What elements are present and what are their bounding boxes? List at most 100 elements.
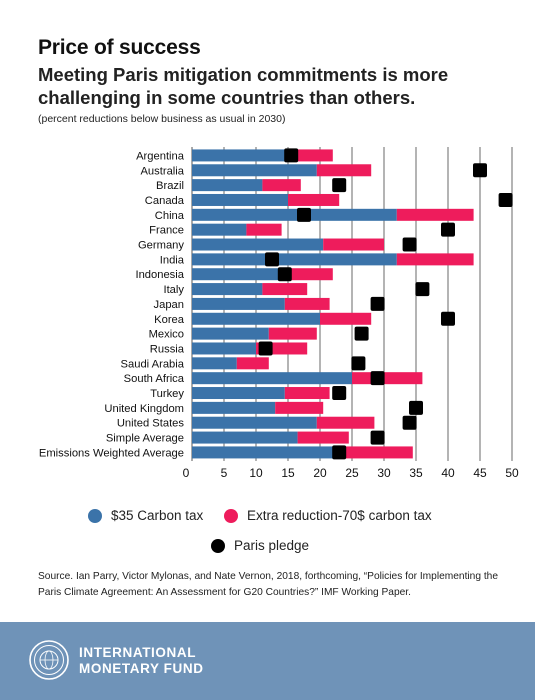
pledge-marker bbox=[265, 252, 279, 267]
bar-carbon35 bbox=[192, 416, 317, 429]
bar-carbon35 bbox=[192, 327, 269, 340]
bar-carbon35 bbox=[192, 149, 285, 162]
x-tick-label: 25 bbox=[345, 466, 359, 480]
legend-item-carbon35: $35 Carbon tax bbox=[88, 508, 203, 523]
category-label: United States bbox=[117, 418, 185, 430]
chart-subtitle: Meeting Paris mitigation commitments is … bbox=[38, 64, 449, 108]
pledge-marker bbox=[415, 282, 430, 297]
category-label: Saudi Arabia bbox=[121, 358, 185, 370]
category-label: Korea bbox=[154, 314, 185, 326]
bar-extra70 bbox=[320, 312, 372, 325]
imf-seal-icon bbox=[29, 640, 69, 680]
x-tick-label: 40 bbox=[441, 466, 455, 480]
category-label: Mexico bbox=[149, 329, 184, 341]
bar-carbon35 bbox=[192, 446, 333, 459]
bar-carbon35 bbox=[192, 283, 263, 296]
bar-carbon35 bbox=[192, 193, 288, 206]
category-label: Simple Average bbox=[106, 433, 184, 445]
bar-carbon35 bbox=[192, 372, 352, 385]
pledge-marker bbox=[332, 445, 347, 460]
pledge-marker bbox=[409, 400, 423, 415]
bar-extra70 bbox=[246, 223, 282, 236]
bar-carbon35 bbox=[192, 238, 324, 251]
bar-extra70 bbox=[323, 238, 384, 251]
bar-extra70 bbox=[268, 327, 317, 340]
x-tick-label: 20 bbox=[313, 466, 327, 480]
x-tick-label: 0 bbox=[183, 466, 190, 480]
category-label: Indonesia bbox=[135, 269, 184, 281]
bar-carbon35 bbox=[192, 297, 285, 310]
x-tick-label: 5 bbox=[221, 466, 228, 480]
bar-carbon35 bbox=[192, 253, 397, 266]
category-label: Turkey bbox=[150, 388, 184, 400]
legend-swatch-pink bbox=[224, 508, 238, 523]
legend-label-extra70: Extra reduction-70$ carbon tax bbox=[247, 508, 432, 523]
pledge-marker bbox=[441, 311, 455, 326]
bar-extra70 bbox=[262, 179, 301, 192]
bar-carbon35 bbox=[192, 179, 263, 192]
bar-extra70 bbox=[316, 164, 372, 177]
pledge-marker bbox=[277, 267, 292, 282]
legend-item-extra70: Extra reduction-70$ carbon tax bbox=[224, 508, 432, 523]
x-tick-label: 10 bbox=[249, 466, 263, 480]
category-label: India bbox=[160, 254, 185, 266]
bar-carbon35 bbox=[192, 431, 298, 444]
x-tick-label: 35 bbox=[409, 466, 423, 480]
legend-label-pledge: Paris pledge bbox=[234, 538, 310, 553]
category-label: Argentina bbox=[136, 150, 185, 162]
category-label: China bbox=[155, 210, 185, 222]
x-tick-label: 15 bbox=[281, 466, 295, 480]
category-label: Brazil bbox=[156, 180, 184, 192]
category-label: United Kingdom bbox=[104, 403, 184, 415]
legend: $35 Carbon tax Extra reduction-70$ carbo… bbox=[0, 498, 535, 568]
pledge-marker bbox=[441, 222, 455, 237]
bar-extra70 bbox=[332, 446, 413, 459]
footer-banner: INTERNATIONAL MONETARY FUND bbox=[0, 622, 535, 700]
bar-extra70 bbox=[236, 357, 269, 370]
chart-title: Price of success bbox=[38, 36, 201, 59]
org-name-line2: MONETARY FUND bbox=[79, 661, 204, 676]
pledge-marker bbox=[351, 356, 366, 371]
bar-chart: Argentina Australia Brazil Canada China Franc… bbox=[39, 147, 519, 480]
pledge-marker bbox=[258, 341, 273, 356]
legend-label-carbon35: $35 Carbon tax bbox=[111, 508, 204, 523]
org-name-line1: INTERNATIONAL bbox=[79, 645, 197, 660]
category-label: Russia bbox=[150, 343, 185, 355]
bar-extra70 bbox=[284, 387, 330, 400]
bar-extra70 bbox=[297, 431, 349, 444]
pledge-marker bbox=[332, 178, 347, 193]
bar-carbon35 bbox=[192, 164, 317, 177]
org-name: INTERNATIONAL MONETARY FUND bbox=[79, 645, 204, 677]
bar-carbon35 bbox=[192, 401, 276, 414]
bar-extra70 bbox=[396, 208, 474, 221]
pledge-marker bbox=[332, 386, 347, 401]
bar-extra70 bbox=[275, 401, 324, 414]
bar-carbon35 bbox=[192, 223, 247, 236]
pledge-marker bbox=[498, 192, 513, 207]
pledge-marker bbox=[370, 371, 385, 386]
category-label: Canada bbox=[145, 195, 185, 207]
chart-note: (percent reductions below business as us… bbox=[38, 113, 286, 125]
pledge-marker bbox=[370, 430, 385, 445]
pledge-marker bbox=[284, 148, 299, 163]
bar-carbon35 bbox=[192, 268, 282, 281]
pledge-marker bbox=[297, 207, 311, 222]
source-note: Source. Ian Parry, Victor Mylonas, and N… bbox=[38, 571, 498, 598]
x-tick-label: 50 bbox=[505, 466, 519, 480]
pledge-marker bbox=[402, 237, 417, 252]
category-label: Australia bbox=[140, 165, 184, 177]
bar-extra70 bbox=[281, 268, 333, 281]
category-label: Emissions Weighted Average bbox=[39, 447, 184, 459]
bar-carbon35 bbox=[192, 387, 285, 400]
category-label: Germany bbox=[138, 240, 184, 252]
bar-carbon35 bbox=[192, 342, 256, 355]
pledge-marker bbox=[354, 326, 369, 341]
bar-carbon35 bbox=[192, 208, 397, 221]
bar-extra70 bbox=[284, 297, 330, 310]
category-label: South Africa bbox=[124, 373, 185, 385]
bar-extra70 bbox=[262, 283, 308, 296]
bar-extra70 bbox=[396, 253, 474, 266]
pledge-marker bbox=[473, 163, 487, 178]
pledge-marker bbox=[402, 415, 417, 430]
x-tick-label: 30 bbox=[377, 466, 391, 480]
